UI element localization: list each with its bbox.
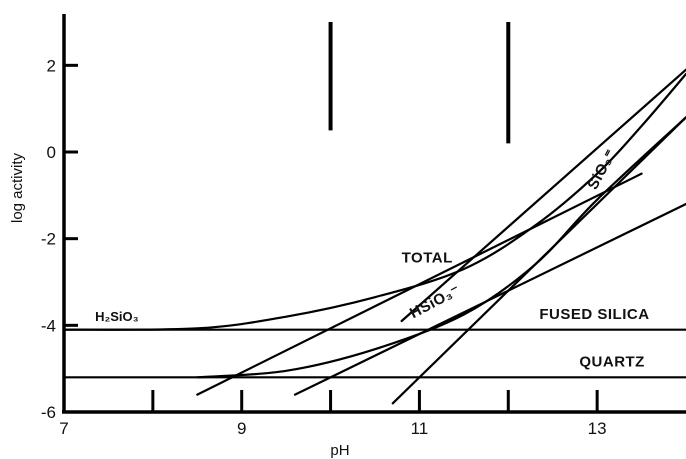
- y-axis-title: log activity: [9, 152, 26, 223]
- y-tick-label: -4: [41, 316, 56, 335]
- annotation-label: H₂SiO₃: [95, 309, 139, 324]
- x-tick-label: 11: [411, 419, 429, 438]
- x-axis-title: pH: [330, 442, 349, 459]
- series-line: [196, 116, 686, 379]
- x-tick-label: 7: [59, 419, 68, 438]
- series-line: [391, 116, 686, 405]
- y-tick-label: 0: [47, 143, 56, 162]
- annotation-label: QUARTZ: [579, 354, 645, 371]
- series-line: [293, 202, 686, 396]
- annotation-label: SiO₃⁼: [584, 146, 619, 192]
- y-tick-label: -2: [41, 230, 56, 249]
- series-line: [62, 72, 686, 331]
- y-tick-label: -6: [41, 403, 56, 422]
- series-line: [196, 172, 643, 396]
- annotation-label: TOTAL: [402, 250, 453, 267]
- annotation-label: FUSED SILICA: [539, 306, 649, 323]
- x-tick-label: 13: [588, 419, 607, 438]
- x-tick-label: 9: [237, 419, 246, 438]
- y-tick-label: 2: [47, 56, 56, 75]
- series-line: [400, 68, 686, 323]
